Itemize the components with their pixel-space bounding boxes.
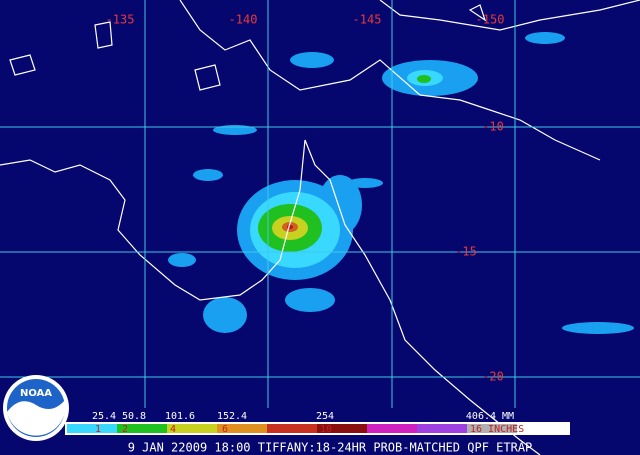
legend-inch-label: 1 bbox=[95, 424, 101, 435]
legend-mm-label: 25.4 bbox=[92, 411, 116, 422]
legend-swatch bbox=[267, 424, 317, 433]
caption: 9 JAN 22009 18:00 TIFFANY:18-24HR PROB-M… bbox=[128, 441, 533, 455]
legend-mm-label: 152.4 bbox=[217, 411, 247, 422]
legend-swatch bbox=[167, 424, 217, 433]
legend-mm-label: 101.6 bbox=[165, 411, 195, 422]
legend-inch-label: 2 bbox=[122, 424, 128, 435]
legend-inch-label: 10 bbox=[320, 424, 332, 435]
legend-swatch bbox=[67, 424, 117, 433]
latitude-label: -15 bbox=[455, 245, 477, 259]
legend-mm-label: 406.4 MM bbox=[466, 411, 514, 422]
legend-mm-label: 50.8 bbox=[122, 411, 146, 422]
rainfall bbox=[168, 32, 634, 334]
logo-text: NOAA bbox=[20, 388, 52, 399]
latitude-label: -10 bbox=[482, 120, 504, 134]
longitude-label: -145 bbox=[353, 13, 382, 27]
color-legend: 25.4 50.8 101.6 152.4 254 406.4 MM 1 2 4 6 10 16 IN… bbox=[65, 411, 570, 435]
legend-mm-label: 254 bbox=[316, 411, 334, 422]
noaa-logo: NOAA bbox=[3, 375, 69, 441]
latitude-label: -20 bbox=[482, 370, 504, 384]
legend-swatch bbox=[517, 424, 567, 433]
graticule bbox=[0, 0, 640, 408]
legend-inch-label: 6 bbox=[222, 424, 228, 435]
longitude-label: -140 bbox=[229, 13, 258, 27]
legend-swatch bbox=[367, 424, 417, 433]
longitude-label: -135 bbox=[106, 13, 135, 27]
legend-swatch bbox=[217, 424, 267, 433]
longitude-label: -150 bbox=[476, 13, 505, 27]
legend-swatch bbox=[117, 424, 167, 433]
legend-inch-label: 16 INCHES bbox=[470, 424, 524, 435]
legend-swatch bbox=[417, 424, 467, 433]
legend-inch-label: 4 bbox=[170, 424, 176, 435]
legend-swatch bbox=[317, 424, 367, 433]
legend-swatch bbox=[467, 424, 517, 433]
